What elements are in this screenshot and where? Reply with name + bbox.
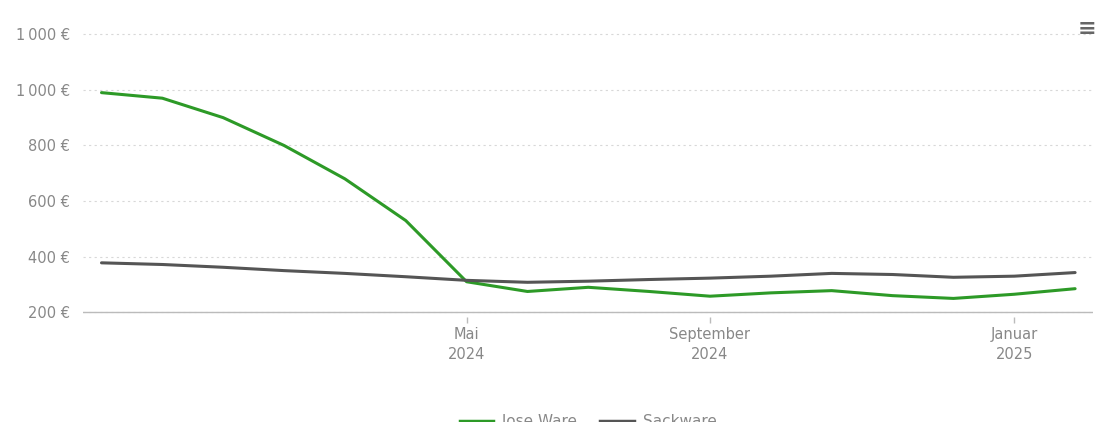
Legend: lose Ware, Sackware: lose Ware, Sackware [454, 408, 723, 422]
Text: ≡: ≡ [1078, 19, 1097, 39]
